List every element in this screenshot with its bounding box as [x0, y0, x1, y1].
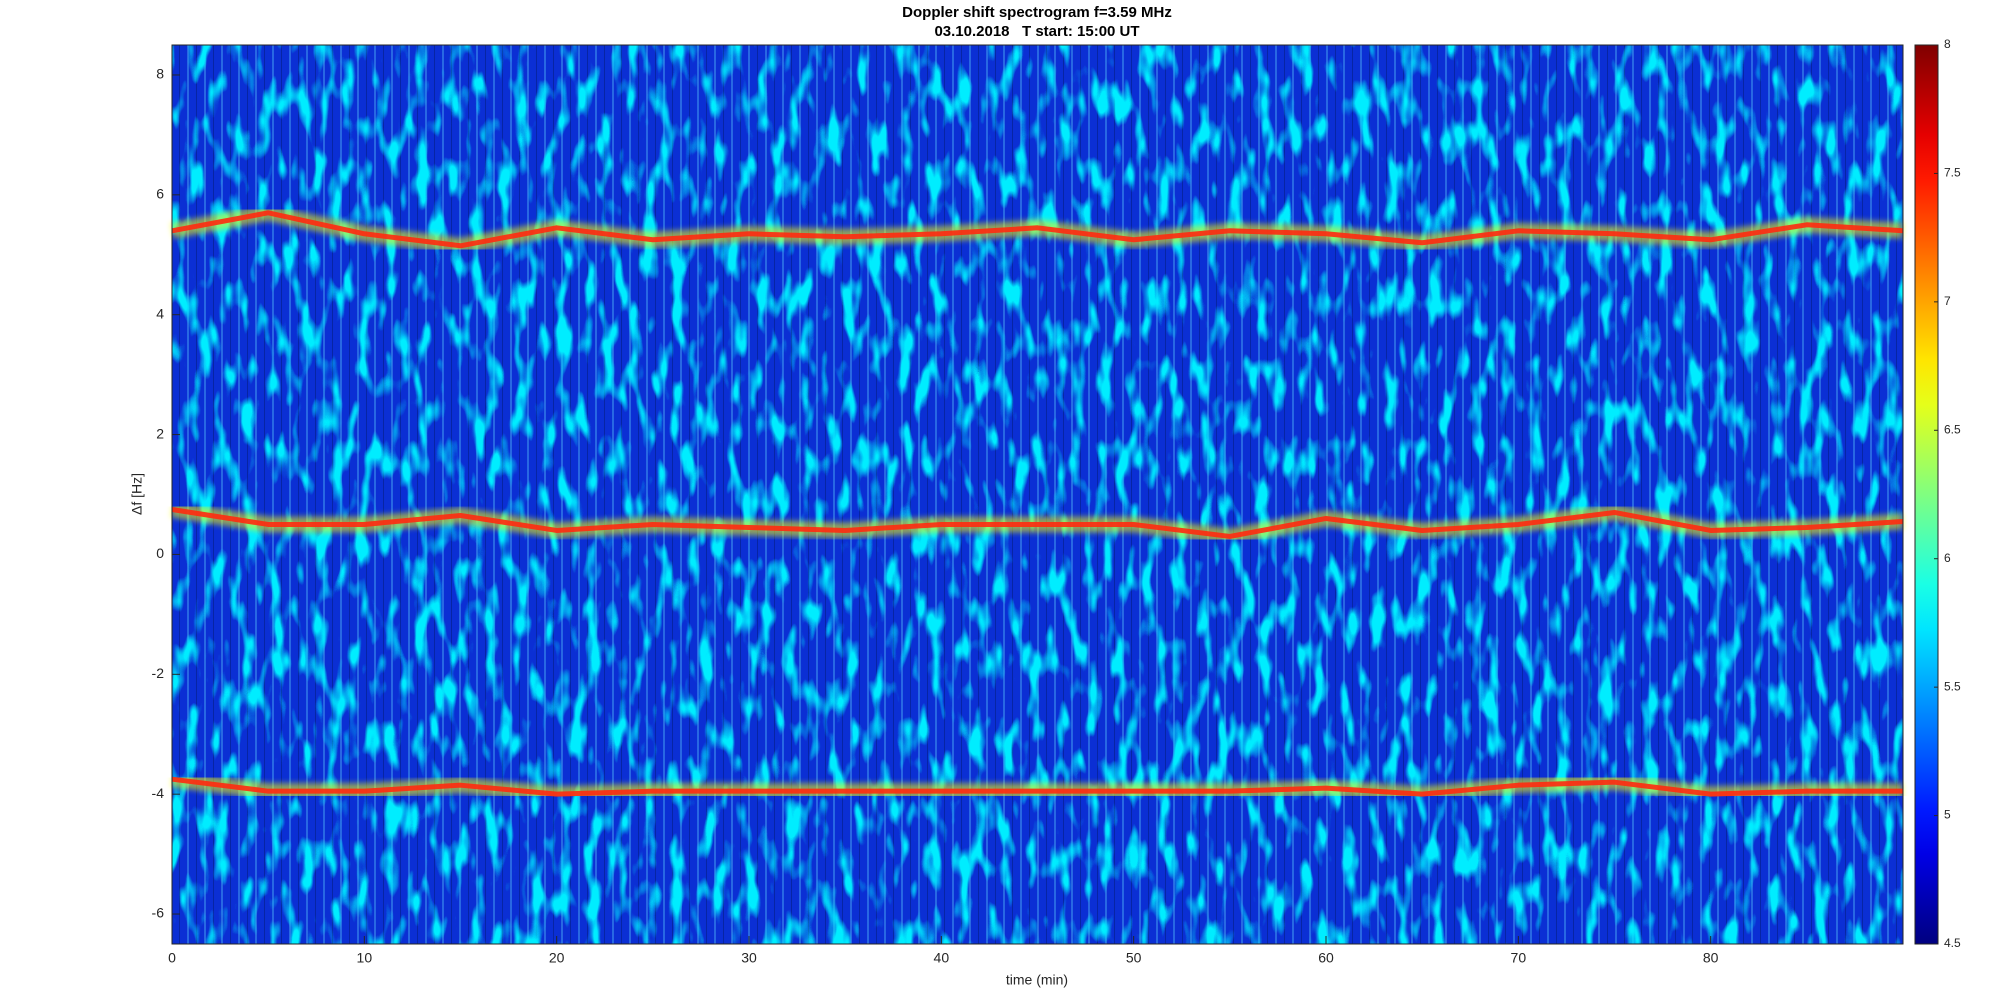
y-tick-label: -6: [152, 905, 165, 921]
x-tick-label: 50: [1126, 950, 1142, 966]
colorbar-tick-label: 5: [1944, 808, 1951, 822]
x-axis-label: time (min): [1006, 972, 1068, 988]
colorbar-tick-label: 8: [1944, 37, 1951, 51]
y-tick-label: 6: [156, 186, 164, 202]
x-tick-label: 0: [168, 950, 176, 966]
x-tick-label: 10: [357, 950, 373, 966]
doppler-trace: [171, 210, 1904, 249]
x-tick-label: 30: [741, 950, 757, 966]
colorbar: [1914, 44, 1939, 945]
x-tick-label: 40: [934, 950, 950, 966]
spectrum-noise: [172, 45, 1903, 944]
x-tick-label: 70: [1511, 950, 1527, 966]
colorbar-tick-label: 7.5: [1944, 166, 1961, 180]
y-tick-label: 8: [156, 66, 164, 82]
colorbar-tick-label: 6.5: [1944, 422, 1961, 436]
x-tick-label: 20: [549, 950, 565, 966]
chart-title: Doppler shift spectrogram f=3.59 MHz: [902, 4, 1172, 21]
doppler-trace: [171, 507, 1904, 539]
x-tick-label: 80: [1703, 950, 1719, 966]
chart-subtitle: 03.10.2018 T start: 15:00 UT: [934, 23, 1139, 40]
colorbar-tick-label: 4.5: [1944, 936, 1961, 950]
y-tick-label: 4: [156, 305, 164, 321]
y-tick-label: 0: [156, 545, 164, 561]
colorbar-tick-label: 7: [1944, 294, 1951, 308]
y-axis-label: Δf [Hz]: [129, 473, 145, 515]
colorbar-tick-label: 5.5: [1944, 679, 1961, 693]
x-tick-label: 60: [1318, 950, 1334, 966]
axes-frame: [171, 44, 1904, 945]
colorbar-tick-label: 6: [1944, 551, 1951, 565]
plot-area: [170, 45, 1904, 944]
doppler-trace: [171, 776, 1903, 797]
y-tick-label: -2: [152, 665, 165, 681]
y-tick-label: 2: [156, 425, 164, 441]
y-tick-label: -4: [152, 785, 165, 801]
